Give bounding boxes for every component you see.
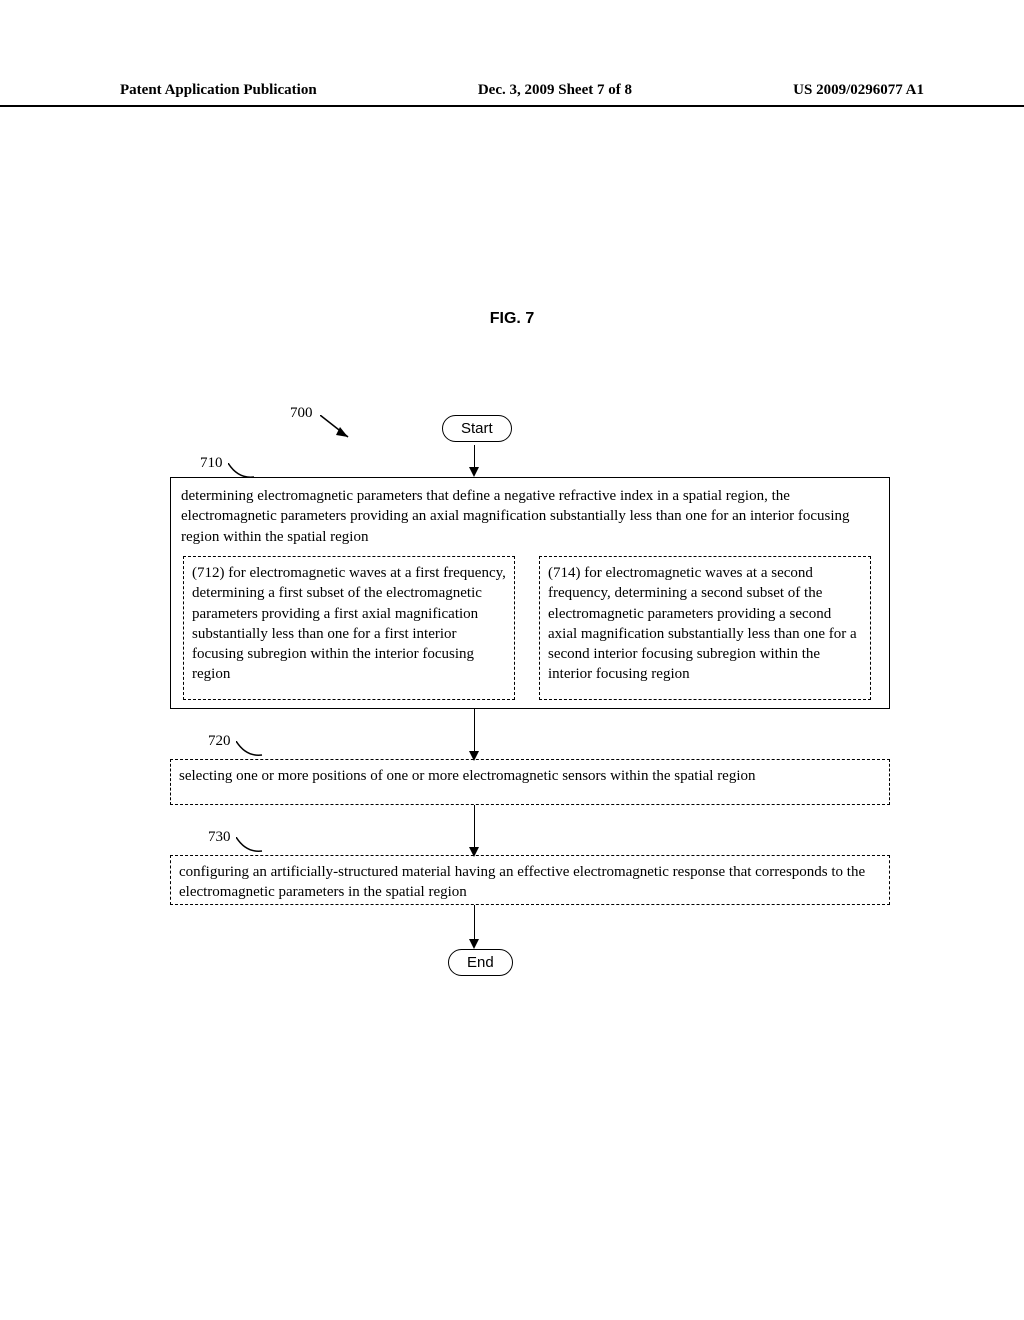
ref-730: 730 (208, 829, 231, 846)
figure-label: FIG. 7 (0, 310, 1024, 328)
box-712-text: (712) for electromagnetic waves at a fir… (192, 565, 506, 682)
header-bar: Patent Application Publication Dec. 3, 2… (0, 82, 1024, 107)
ref-710: 710 (200, 455, 223, 472)
box-730: configuring an artificially-structured m… (170, 855, 890, 905)
page: Patent Application Publication Dec. 3, 2… (0, 0, 1024, 1320)
arrow-730-end (474, 905, 475, 941)
end-label: End (467, 954, 494, 971)
ref-700: 700 (290, 405, 313, 422)
arrowhead-start-710 (469, 467, 479, 477)
box-710-text: determining electromagnetic parameters t… (181, 486, 879, 547)
ref-720: 720 (208, 733, 231, 750)
end-terminal: End (448, 949, 513, 976)
start-label: Start (461, 420, 493, 437)
box-710: determining electromagnetic parameters t… (170, 477, 890, 709)
box-720-text: selecting one or more positions of one o… (179, 768, 756, 784)
header-center: Dec. 3, 2009 Sheet 7 of 8 (478, 82, 632, 99)
header-left: Patent Application Publication (120, 82, 317, 99)
leader-730 (236, 837, 266, 855)
box-712: (712) for electromagnetic waves at a fir… (183, 556, 515, 700)
arrow-720-730 (474, 805, 475, 849)
box-730-text: configuring an artificially-structured m… (179, 864, 865, 900)
arrow-710-720 (474, 709, 475, 753)
flowchart: 700 Start 710 determining electromagneti… (170, 395, 900, 1055)
arrowhead-730-end (469, 939, 479, 949)
header-right: US 2009/0296077 A1 (793, 82, 924, 99)
leader-720 (236, 741, 266, 759)
box-720: selecting one or more positions of one o… (170, 759, 890, 805)
start-terminal: Start (442, 415, 512, 442)
leader-700 (320, 415, 360, 445)
box-714: (714) for electromagnetic waves at a sec… (539, 556, 871, 700)
arrow-start-710 (474, 445, 475, 469)
box-714-text: (714) for electromagnetic waves at a sec… (548, 565, 857, 682)
